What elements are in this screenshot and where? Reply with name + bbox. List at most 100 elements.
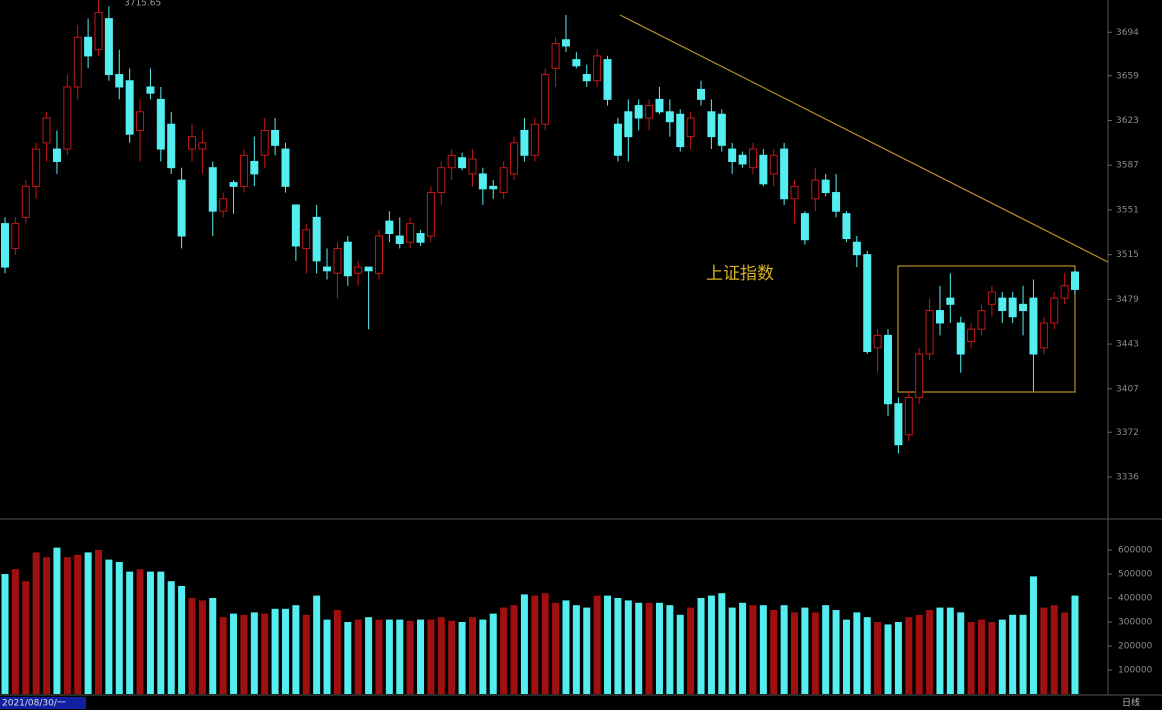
- volume-bar: [396, 619, 404, 694]
- volume-bar: [728, 607, 736, 694]
- candle-body: [1039, 322, 1048, 349]
- candle-body: [364, 266, 373, 272]
- volume-bar: [333, 610, 341, 694]
- volume-tick-label: 600000: [1118, 546, 1153, 556]
- candle-body: [956, 322, 965, 355]
- candle-body: [894, 403, 903, 446]
- volume-bar: [32, 552, 40, 694]
- candle-body: [915, 353, 924, 399]
- volume-bar: [261, 613, 269, 694]
- candle-body: [520, 129, 529, 156]
- volume-bar: [240, 614, 248, 694]
- volume-bar: [74, 554, 82, 694]
- candle-body: [655, 98, 664, 113]
- volume-bar: [354, 619, 362, 694]
- volume-bar: [707, 595, 715, 694]
- volume-bar: [718, 593, 726, 694]
- candle-body: [52, 148, 61, 162]
- volume-bar: [63, 557, 71, 694]
- volume-tick-label: 200000: [1118, 642, 1153, 652]
- volume-bar: [697, 598, 705, 694]
- volume-bar: [167, 581, 175, 694]
- candle-body: [561, 39, 570, 47]
- candle-body: [447, 154, 456, 169]
- volume-tick-label: 400000: [1118, 594, 1153, 604]
- date-box: [0, 697, 86, 709]
- volume-bar: [791, 612, 799, 694]
- volume-bar: [313, 595, 321, 694]
- candle-body: [676, 113, 685, 148]
- volume-bar: [562, 600, 570, 694]
- candle-body: [530, 123, 539, 156]
- candle-body: [811, 179, 820, 200]
- candle-body: [904, 397, 913, 436]
- volume-bar: [874, 622, 882, 694]
- volume-bar: [1050, 605, 1058, 694]
- volume-bar: [988, 622, 996, 694]
- candle-body: [842, 213, 851, 240]
- candle-body: [800, 213, 809, 241]
- candle-body: [478, 173, 487, 190]
- index-label: 上证指数: [706, 264, 774, 284]
- volume-bar: [406, 620, 414, 694]
- volume-bar: [271, 608, 279, 694]
- volume-bar: [1009, 614, 1017, 694]
- volume-bar: [1, 574, 9, 694]
- candle-body: [250, 160, 259, 175]
- volume-bar: [863, 617, 871, 694]
- candle-body: [187, 136, 196, 150]
- y-tick-label: 3551: [1116, 205, 1139, 215]
- candle-body: [437, 167, 446, 194]
- volume-bar: [219, 617, 227, 694]
- candle-body: [374, 235, 383, 274]
- candle-body: [925, 310, 934, 355]
- candle-body: [728, 148, 737, 162]
- candle-body: [208, 167, 217, 212]
- volume-bar: [209, 598, 217, 694]
- volume-bar: [448, 620, 456, 694]
- date-label: 2021/08/30/一: [2, 699, 66, 709]
- volume-bar: [822, 605, 830, 694]
- volume-bar: [1040, 607, 1048, 694]
- period-label[interactable]: 日线: [1122, 697, 1140, 709]
- range-box: [897, 265, 1076, 393]
- volume-bar: [365, 617, 373, 694]
- candle-body: [499, 167, 508, 194]
- candle-body: [603, 59, 612, 100]
- candle-body: [385, 220, 394, 235]
- candle-body: [229, 182, 238, 187]
- volume-bar: [957, 612, 965, 694]
- volume-bar: [53, 547, 61, 694]
- volume-bar: [593, 595, 601, 694]
- volume-bar: [500, 607, 508, 694]
- volume-bar: [905, 617, 913, 694]
- volume-bar: [126, 571, 134, 694]
- volume-bar: [43, 557, 51, 694]
- candle-body: [1, 223, 9, 268]
- candle-body: [884, 334, 893, 405]
- candle-body: [115, 74, 124, 88]
- candle-body: [1050, 297, 1059, 324]
- volume-bar: [894, 622, 902, 694]
- plot: 3694 3659 3623 3587 3551 3515 3479 3443 3407 3372…: [1, 0, 1153, 694]
- candle-body: [104, 18, 113, 76]
- candle-body: [281, 148, 290, 187]
- candle-body: [94, 11, 103, 51]
- volume-bar: [1061, 612, 1069, 694]
- candle-body: [73, 36, 82, 88]
- candle-body: [323, 266, 332, 272]
- candle-body: [426, 192, 435, 237]
- candle-body: [707, 111, 716, 138]
- volume-bar: [541, 593, 549, 694]
- candle-body: [780, 148, 789, 200]
- volume-bar: [801, 607, 809, 694]
- candle-body: [738, 154, 747, 165]
- candle-body: [613, 123, 622, 156]
- volume-bar: [520, 594, 528, 694]
- volume-tick-label: 300000: [1118, 618, 1153, 628]
- y-tick-label: 3479: [1116, 295, 1139, 305]
- candle-body: [198, 142, 207, 150]
- candle-body: [821, 179, 830, 194]
